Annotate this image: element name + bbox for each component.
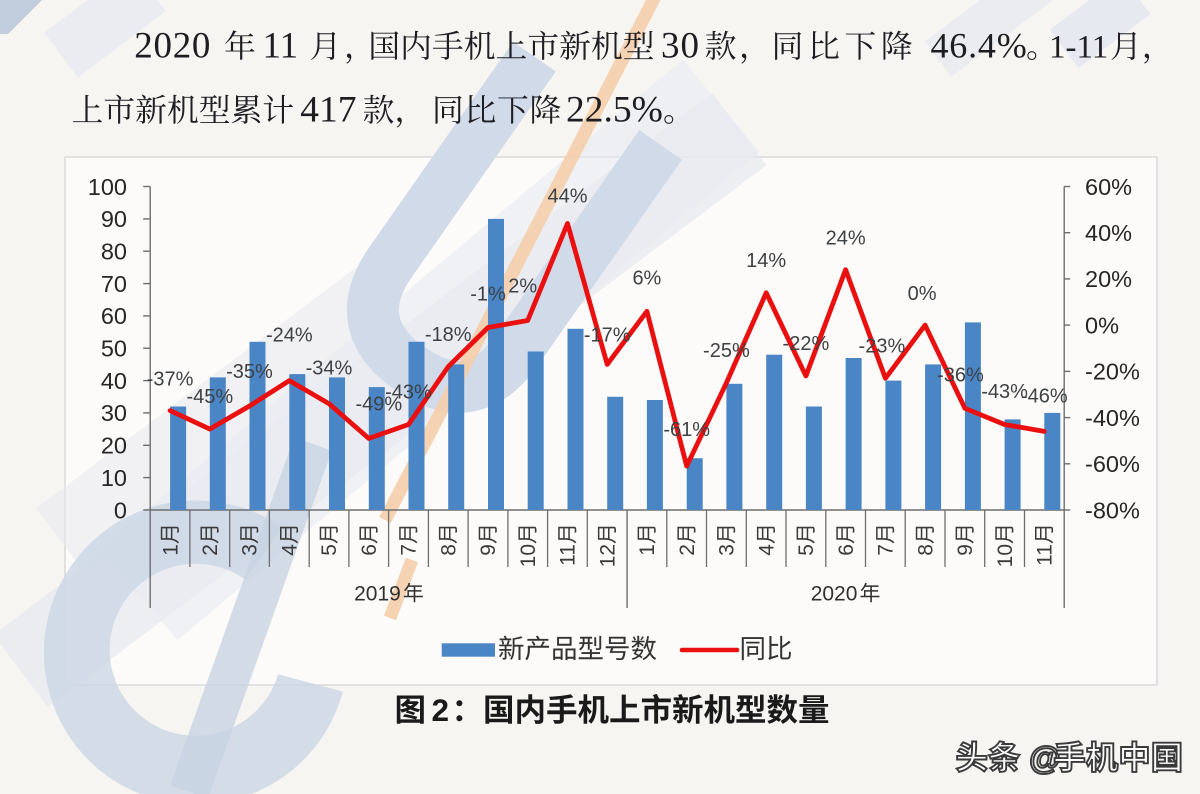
svg-text:2: 2 (676, 544, 699, 556)
svg-text:417: 417 (300, 89, 356, 130)
svg-text:60%: 60% (1085, 174, 1132, 200)
svg-text:1: 1 (159, 544, 182, 556)
svg-text:10: 10 (101, 465, 127, 491)
svg-text:-17%: -17% (584, 324, 631, 346)
svg-text:5: 5 (318, 544, 341, 556)
svg-text:46.4%: 46.4% (931, 25, 1028, 65)
svg-text:-35%: -35% (226, 361, 273, 383)
svg-text:2020: 2020 (134, 25, 211, 66)
svg-text:-43%: -43% (385, 382, 432, 404)
svg-text:-60%: -60% (1085, 451, 1140, 477)
svg-text:30: 30 (101, 400, 127, 426)
svg-text:-1%: -1% (470, 284, 506, 306)
svg-text:50: 50 (101, 336, 127, 362)
svg-text:40%: 40% (1085, 220, 1132, 246)
svg-text:-80%: -80% (1085, 497, 1140, 523)
svg-text:5: 5 (795, 544, 818, 556)
svg-text:11: 11 (1034, 544, 1057, 566)
svg-text:-45%: -45% (186, 386, 233, 408)
svg-text:2: 2 (199, 544, 222, 556)
svg-text:8: 8 (914, 544, 937, 556)
svg-text:44%: 44% (547, 186, 587, 208)
svg-text:0: 0 (114, 497, 127, 523)
svg-text:2020: 2020 (811, 583, 858, 606)
svg-text:-34%: -34% (306, 358, 353, 380)
svg-text:-25%: -25% (703, 340, 750, 362)
svg-text:1-11: 1-11 (1049, 29, 1108, 65)
svg-text:2019: 2019 (354, 583, 401, 606)
svg-text:3: 3 (716, 544, 739, 556)
svg-text:0%: 0% (1085, 312, 1119, 338)
svg-text:4: 4 (755, 544, 778, 556)
svg-text:-23%: -23% (859, 335, 906, 357)
svg-text:20: 20 (101, 433, 127, 459)
svg-text:9: 9 (477, 544, 500, 556)
svg-text:2%: 2% (508, 276, 537, 298)
svg-text:3: 3 (239, 544, 262, 556)
svg-text:7: 7 (875, 544, 898, 556)
svg-text:22.5%: 22.5% (566, 89, 663, 130)
svg-text:6%: 6% (632, 267, 661, 289)
svg-text:20%: 20% (1085, 266, 1132, 292)
svg-text:4: 4 (279, 544, 302, 556)
svg-text:-24%: -24% (266, 325, 313, 347)
svg-text:2: 2 (432, 692, 450, 728)
svg-text:-61%: -61% (663, 419, 710, 441)
svg-text:-49%: -49% (355, 393, 402, 415)
svg-text:60: 60 (101, 303, 127, 329)
svg-text:8: 8 (437, 544, 460, 556)
svg-text:1: 1 (636, 544, 659, 556)
svg-text:-43%: -43% (981, 381, 1028, 403)
svg-text:11: 11 (557, 544, 580, 566)
svg-text:12: 12 (596, 544, 619, 567)
svg-text:14%: 14% (746, 250, 786, 272)
svg-text:90: 90 (101, 206, 127, 232)
svg-text:-37%: -37% (147, 369, 194, 391)
svg-text:10: 10 (994, 544, 1017, 567)
svg-text:-18%: -18% (425, 324, 472, 346)
svg-text:100: 100 (88, 174, 127, 200)
svg-text:24%: 24% (826, 228, 866, 250)
svg-text:-46%: -46% (1021, 385, 1068, 407)
svg-text:6: 6 (835, 544, 858, 556)
svg-text:70: 70 (101, 271, 127, 297)
svg-text:11: 11 (263, 25, 299, 66)
svg-text:30: 30 (661, 25, 700, 66)
svg-text:7: 7 (398, 544, 421, 556)
svg-text:10: 10 (517, 544, 540, 567)
svg-text:9: 9 (954, 544, 977, 556)
svg-text:-20%: -20% (1085, 359, 1140, 385)
svg-text:80: 80 (101, 239, 127, 265)
svg-text:6: 6 (358, 544, 381, 556)
svg-text:40: 40 (101, 368, 127, 394)
svg-text:-36%: -36% (937, 364, 984, 386)
svg-text:-40%: -40% (1085, 405, 1140, 431)
svg-text:0%: 0% (908, 283, 937, 305)
svg-text:-22%: -22% (783, 333, 830, 355)
